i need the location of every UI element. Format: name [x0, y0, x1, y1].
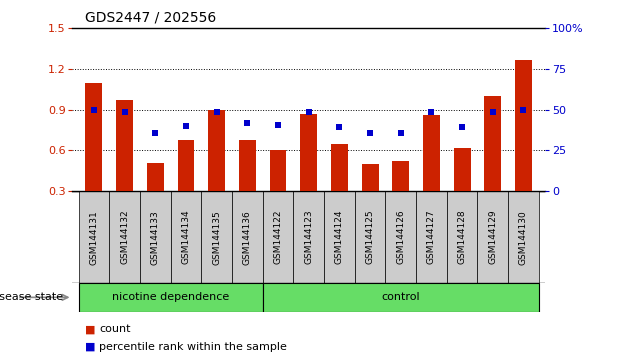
Bar [423, 115, 440, 191]
Text: GSM144133: GSM144133 [151, 210, 160, 264]
Bar [478, 191, 508, 283]
Bar [447, 191, 478, 283]
Text: GSM144126: GSM144126 [396, 210, 405, 264]
Text: GSM144125: GSM144125 [365, 210, 375, 264]
Bar [355, 191, 386, 283]
Bar [362, 164, 379, 191]
Bar [239, 139, 256, 191]
Text: percentile rank within the sample: percentile rank within the sample [99, 342, 287, 352]
Bar [324, 191, 355, 283]
Bar [202, 191, 232, 283]
Bar [386, 191, 416, 283]
Text: GSM144128: GSM144128 [457, 210, 467, 264]
Text: GSM144129: GSM144129 [488, 210, 497, 264]
Bar [171, 191, 202, 283]
Bar [454, 148, 471, 191]
Text: GSM144123: GSM144123 [304, 210, 313, 264]
Text: GSM144130: GSM144130 [519, 210, 528, 264]
Bar [416, 191, 447, 283]
Text: GSM144122: GSM144122 [273, 210, 282, 264]
Bar [109, 191, 140, 283]
Bar [392, 161, 409, 191]
Text: ■: ■ [85, 342, 96, 352]
Bar [79, 191, 109, 283]
Bar [263, 283, 539, 312]
Text: count: count [99, 324, 130, 334]
Bar [209, 110, 225, 191]
Bar [147, 162, 164, 191]
Bar [270, 150, 287, 191]
Bar [294, 191, 324, 283]
Bar [515, 59, 532, 191]
Text: GSM144127: GSM144127 [427, 210, 436, 264]
Text: GSM144136: GSM144136 [243, 210, 252, 264]
Bar [484, 96, 501, 191]
Text: ■: ■ [85, 324, 96, 334]
Bar [116, 100, 133, 191]
Bar [86, 82, 102, 191]
Text: GDS2447 / 202556: GDS2447 / 202556 [85, 11, 216, 25]
Text: control: control [381, 292, 420, 302]
Text: GSM144124: GSM144124 [335, 210, 344, 264]
Bar [232, 191, 263, 283]
Text: GSM144135: GSM144135 [212, 210, 221, 264]
Text: GSM144131: GSM144131 [89, 210, 98, 264]
Text: disease state: disease state [0, 292, 63, 302]
Bar [79, 283, 263, 312]
Bar [263, 191, 294, 283]
Bar [331, 144, 348, 191]
Bar [140, 191, 171, 283]
Text: GSM144134: GSM144134 [181, 210, 190, 264]
Bar [178, 139, 195, 191]
Bar [301, 114, 317, 191]
Text: nicotine dependence: nicotine dependence [112, 292, 229, 302]
Text: GSM144132: GSM144132 [120, 210, 129, 264]
Bar [508, 191, 539, 283]
